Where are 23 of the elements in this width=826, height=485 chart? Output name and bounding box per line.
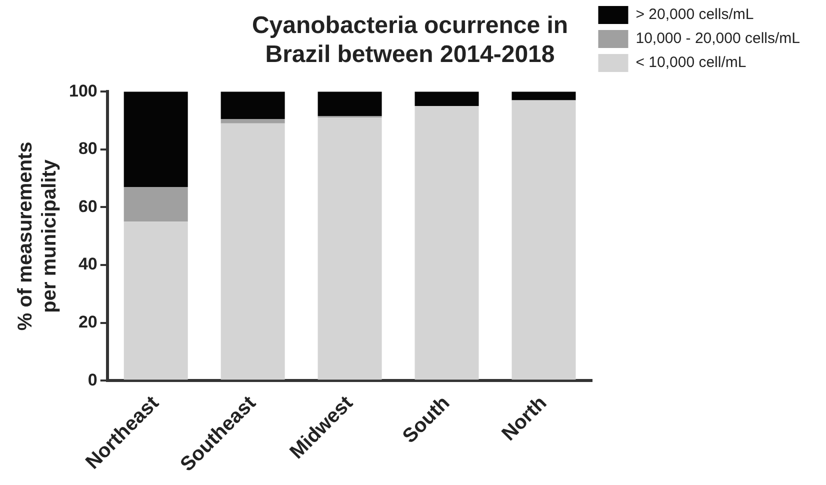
- y-tick-label: 60: [78, 196, 98, 216]
- y-tick-label: 40: [78, 254, 98, 274]
- bar: [512, 92, 576, 100]
- bar: [318, 118, 382, 380]
- y-tick-label: 80: [78, 139, 98, 158]
- bar: [512, 100, 576, 380]
- bar: [124, 186, 188, 222]
- bar: [124, 222, 188, 380]
- bar: [414, 92, 479, 106]
- chart-title: Cyanobacteria ocurrence in Brazil between 2014-2018: [252, 12, 568, 68]
- bar: [220, 119, 285, 124]
- y-tick-label: 20: [78, 312, 98, 332]
- y-tick-label: 100: [68, 81, 98, 100]
- y-axis-title: % of measurements per municipality: [14, 142, 61, 331]
- bar: [220, 123, 285, 380]
- bar: [414, 106, 479, 380]
- legend-label: < 10,000 cell/mL: [636, 54, 746, 72]
- bar: [124, 92, 188, 187]
- legend-label: > 20,000 cells/mL: [636, 6, 754, 24]
- bar: [318, 92, 382, 116]
- legend-label: 10,000 - 20,000 cells/mL: [636, 30, 800, 48]
- y-tick-label: 0: [88, 370, 98, 390]
- bar: [220, 92, 285, 120]
